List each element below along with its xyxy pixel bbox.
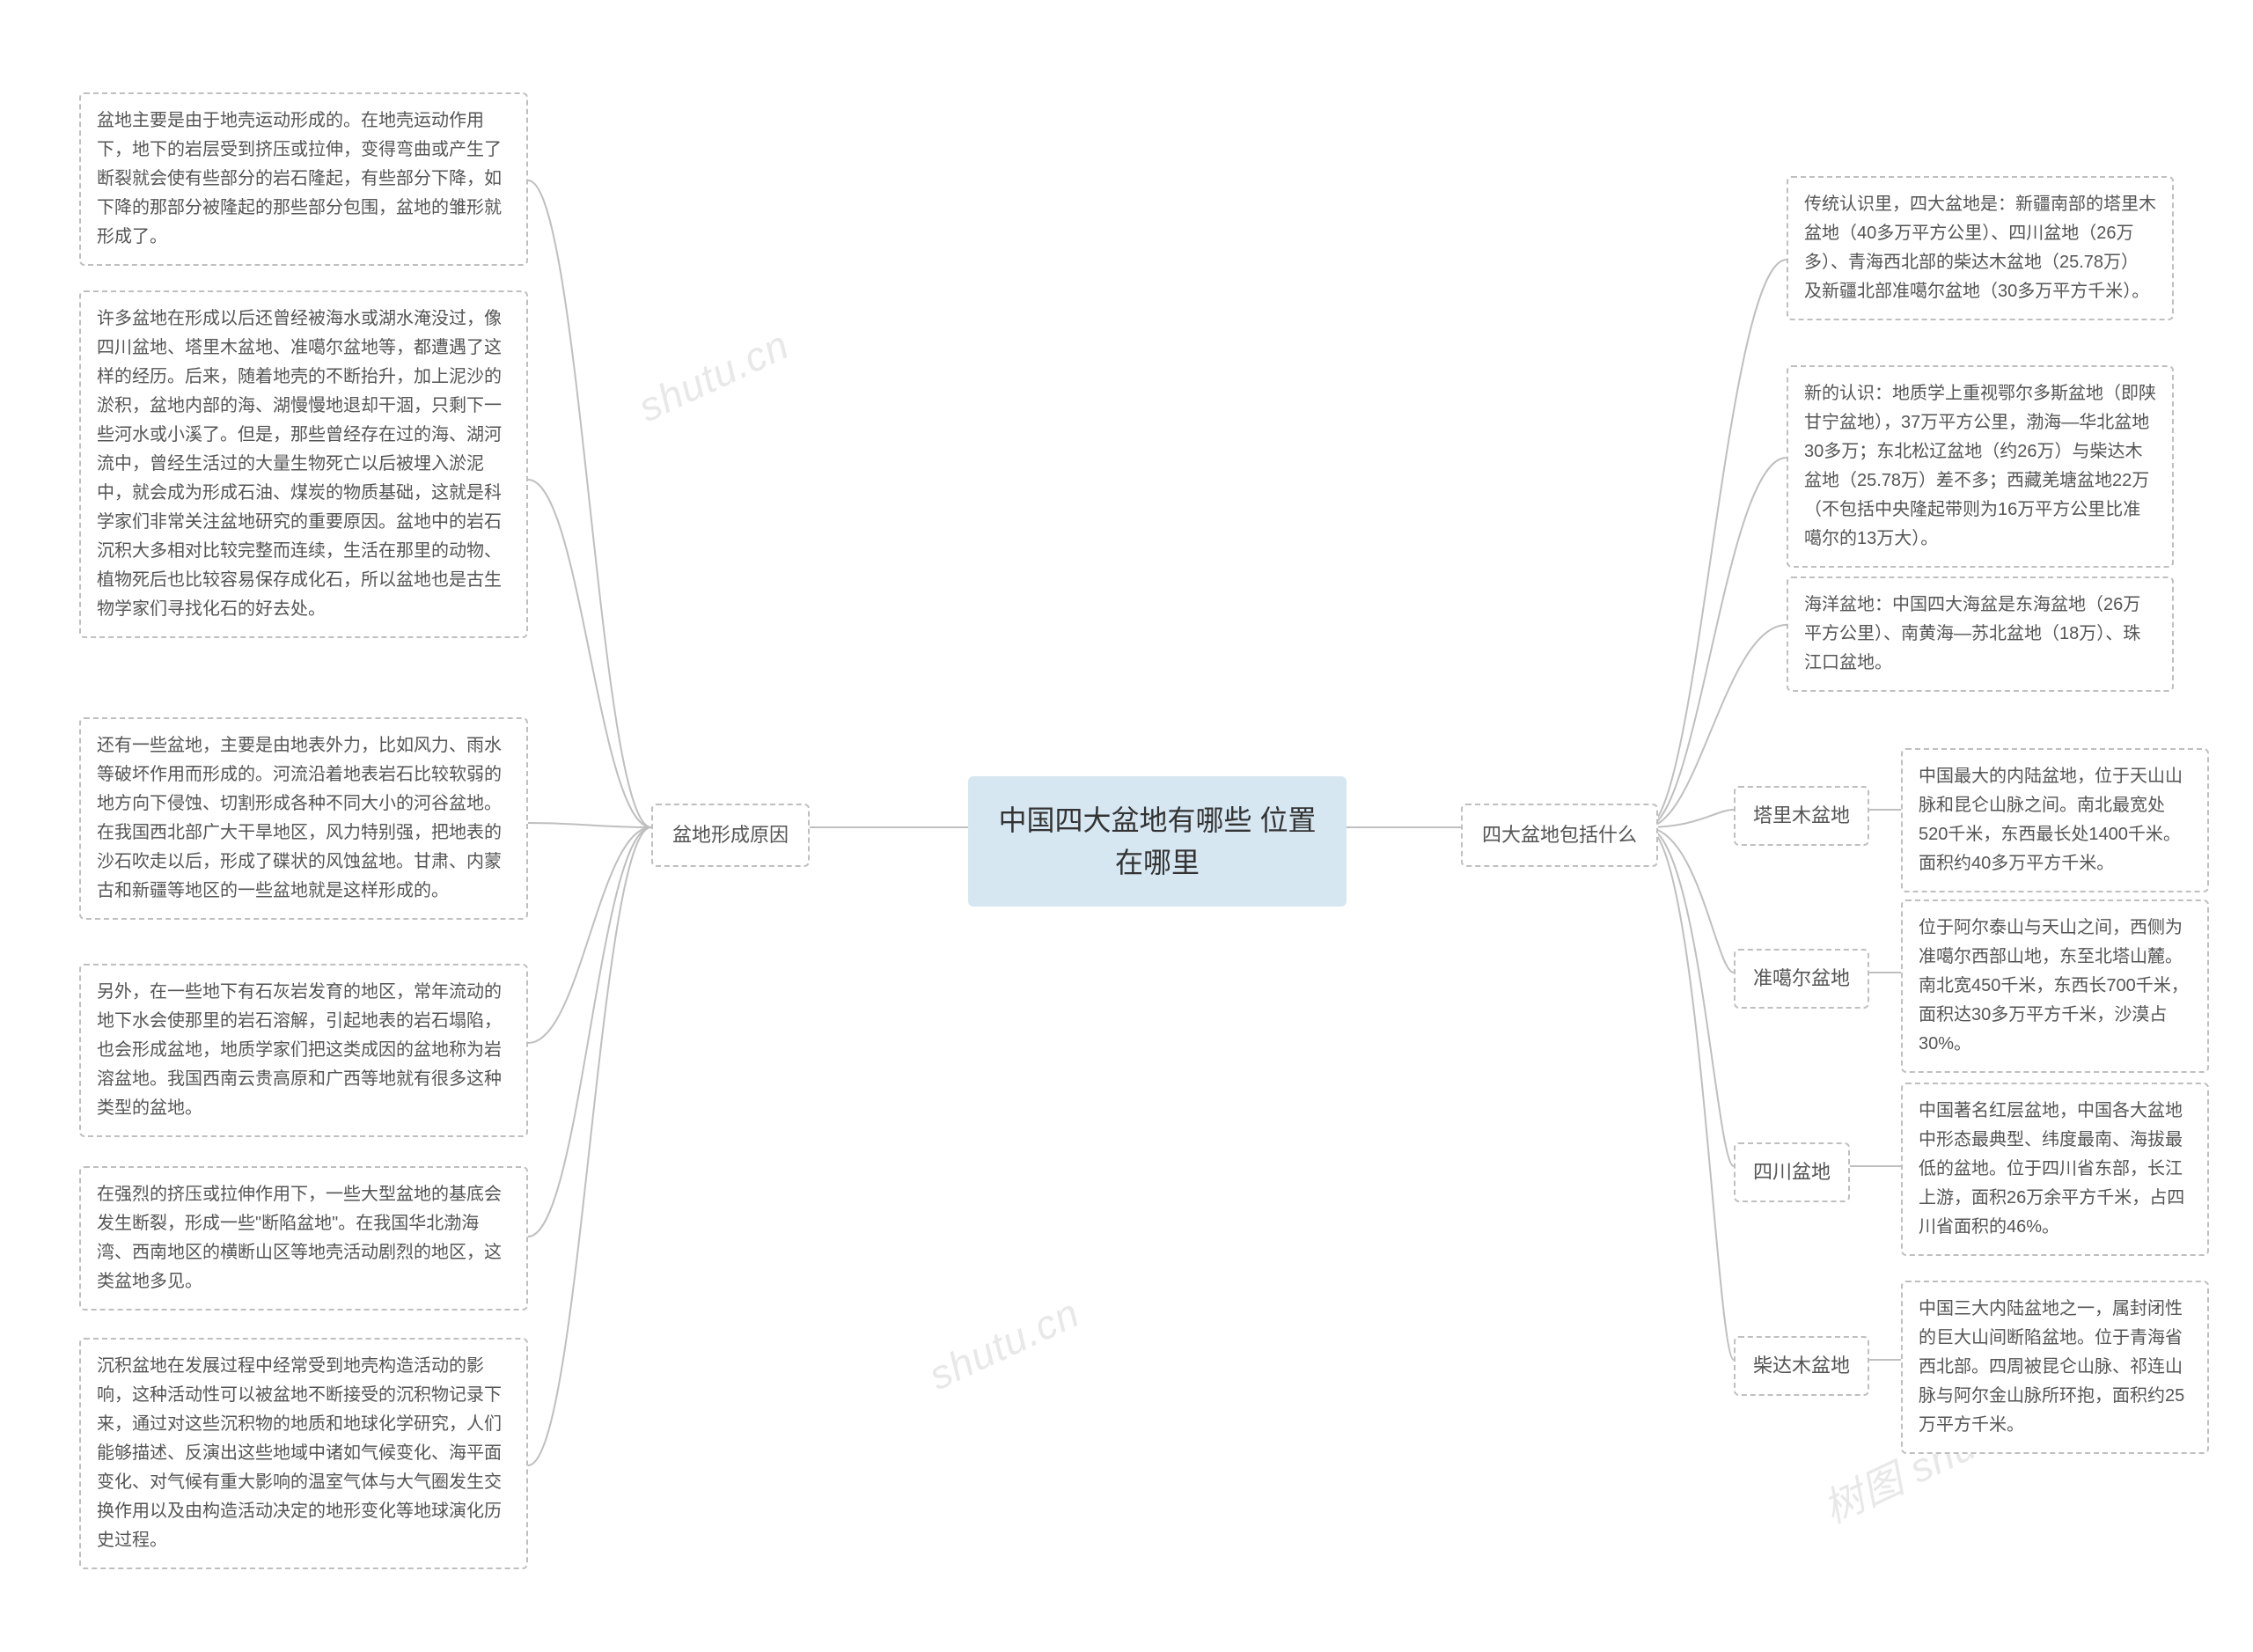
left-child-node: 在强烈的挤压或拉伸作用下，一些大型盆地的基底会发生断裂，形成一些"断陷盆地"。在…	[79, 1166, 528, 1311]
left-child-node: 盆地主要是由于地壳运动形成的。在地壳运动作用下，地下的岩层受到挤压或拉伸，变得弯…	[79, 92, 528, 266]
left-child-node: 还有一些盆地，主要是由地表外力，比如风力、雨水等破坏作用而形成的。河流沿着地表岩…	[79, 717, 528, 920]
center-title-line2: 在哪里	[996, 841, 1318, 884]
basin-desc: 中国最大的内陆盆地，位于天山山脉和昆仑山脉之间。南北最宽处520千米，东西最长处…	[1901, 748, 2209, 892]
basin-label: 塔里木盆地	[1734, 786, 1869, 846]
right-branch-label: 四大盆地包括什么	[1461, 804, 1658, 867]
right-intro-node: 新的认识：地质学上重视鄂尔多斯盆地（即陕甘宁盆地），37万平方公里，渤海—华北盆…	[1787, 365, 2174, 568]
basin-label: 准噶尔盆地	[1734, 949, 1869, 1009]
basin-label: 柴达木盆地	[1734, 1336, 1869, 1396]
basin-label: 四川盆地	[1734, 1142, 1850, 1202]
left-child-node: 沉积盆地在发展过程中经常受到地壳构造活动的影响，这种活动性可以被盆地不断接受的沉…	[79, 1338, 528, 1569]
left-branch-label: 盆地形成原因	[651, 804, 810, 867]
left-child-node: 许多盆地在形成以后还曾经被海水或湖水淹没过，像四川盆地、塔里木盆地、准噶尔盆地等…	[79, 290, 528, 638]
basin-desc: 中国著名红层盆地，中国各大盆地中形态最典型、纬度最南、海拔最低的盆地。位于四川省…	[1901, 1083, 2209, 1256]
right-intro-node: 海洋盆地：中国四大海盆是东海盆地（26万平方公里）、南黄海—苏北盆地（18万）、…	[1787, 576, 2174, 692]
center-title-line1: 中国四大盆地有哪些 位置	[996, 799, 1318, 841]
right-intro-node: 传统认识里，四大盆地是：新疆南部的塔里木盆地（40多万平方公里）、四川盆地（26…	[1787, 176, 2174, 320]
left-child-node: 另外，在一些地下有石灰岩发育的地区，常年流动的地下水会使那里的岩石溶解，引起地表…	[79, 964, 528, 1137]
center-topic: 中国四大盆地有哪些 位置 在哪里	[968, 776, 1347, 907]
basin-desc: 位于阿尔泰山与天山之间，西侧为准噶尔西部山地，东至北塔山麓。南北宽450千米，东…	[1901, 899, 2209, 1073]
basin-desc: 中国三大内陆盆地之一，属封闭性的巨大山间断陷盆地。位于青海省西北部。四周被昆仑山…	[1901, 1281, 2209, 1454]
